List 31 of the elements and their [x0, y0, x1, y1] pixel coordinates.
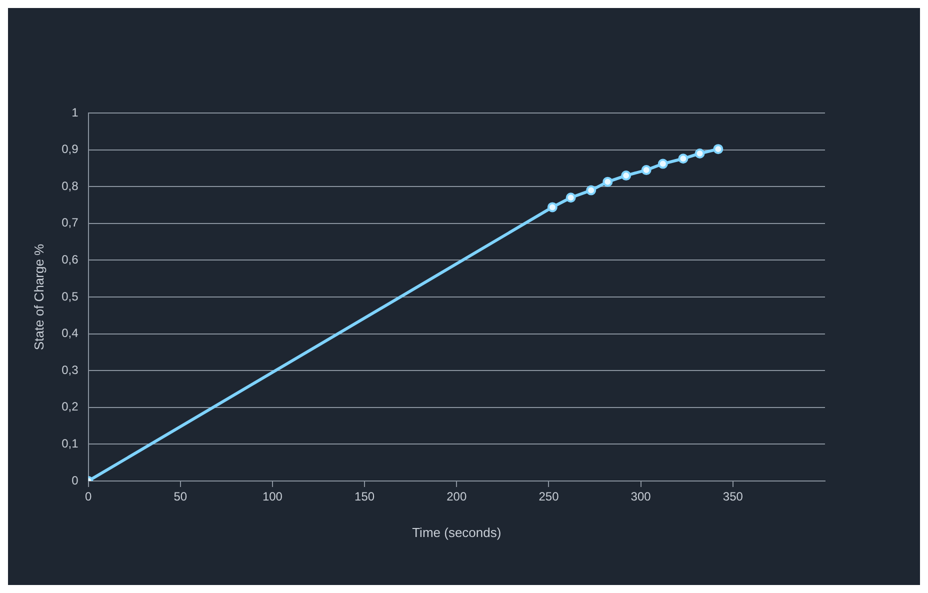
x-axis-title: Time (seconds): [412, 524, 502, 540]
point: [547, 202, 558, 212]
x-tick-label: 350: [722, 490, 744, 504]
y-tick-label: 0,5: [62, 289, 79, 304]
y-tick-label: 0,9: [62, 142, 79, 156]
point: [566, 192, 576, 203]
point: [678, 154, 688, 164]
point: [658, 158, 668, 169]
x-tick-label: 300: [630, 490, 652, 504]
y-tick-label: 0,3: [62, 362, 79, 377]
point: [621, 170, 632, 181]
x-tick-label: 100: [262, 490, 283, 504]
y-tick-label: 0,7: [62, 216, 79, 230]
y-tick-label: 0,4: [62, 326, 79, 340]
y-tick-label: 0: [72, 473, 79, 488]
y-tick-label: 0,6: [62, 252, 79, 267]
x-tick-label: 0: [84, 490, 92, 504]
x-tick-label: 200: [446, 490, 467, 504]
y-tick-label: 0,8: [62, 178, 79, 193]
x-tick-label: 150: [354, 490, 375, 504]
point: [713, 144, 724, 154]
x-tick-label: 250: [538, 490, 560, 504]
y-tick-label: 0,1: [62, 436, 79, 451]
point: [602, 176, 613, 187]
y-axis-title: State of Charge %: [31, 243, 46, 350]
x-tick-label: 50: [174, 490, 188, 504]
y-tick-label: 0,2: [62, 400, 79, 414]
y-tick-label: 1: [72, 105, 79, 120]
point: [694, 148, 705, 158]
point: [641, 165, 652, 176]
point: [586, 185, 596, 196]
